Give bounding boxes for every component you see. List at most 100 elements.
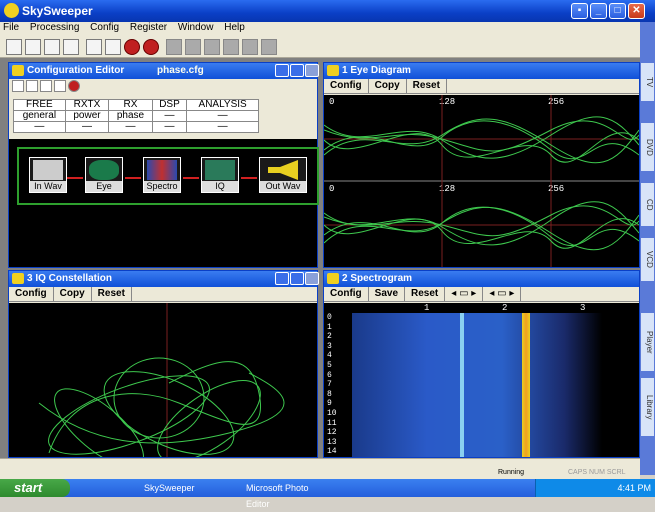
spectro-scroll-control[interactable]: ◂ ▭ ▸ bbox=[445, 287, 484, 301]
new-icon[interactable] bbox=[6, 39, 22, 55]
taskbar: start SkySweeper Microsoft Photo Editor … bbox=[0, 479, 655, 509]
side-tab-tv[interactable]: TV bbox=[640, 62, 655, 102]
spectro-xscale: 3 bbox=[580, 303, 586, 313]
minimize-button[interactable]: _ bbox=[590, 3, 607, 19]
module-phase[interactable]: phase bbox=[108, 110, 153, 122]
maximize-button[interactable]: □ bbox=[609, 3, 626, 19]
module-empty[interactable]: — bbox=[151, 110, 188, 122]
mdi-workspace: Configuration Editor phase.cfg FREE RXTX… bbox=[0, 58, 640, 458]
module-general[interactable]: general bbox=[13, 110, 66, 122]
menu-help[interactable]: Help bbox=[224, 22, 245, 33]
close-button[interactable]: ✕ bbox=[628, 3, 645, 19]
status-bar: Running CAPS NUM SCRL bbox=[0, 469, 640, 479]
block-out-wav[interactable]: Out Wav bbox=[259, 157, 307, 193]
stop-icon[interactable] bbox=[143, 39, 159, 55]
spectro-ytick: 9 bbox=[327, 399, 332, 409]
block-eye[interactable]: Eye bbox=[85, 157, 123, 193]
module-empty[interactable]: — bbox=[186, 110, 259, 122]
iq-config-button[interactable]: Config bbox=[9, 287, 54, 301]
block-iq[interactable]: IQ bbox=[201, 157, 239, 193]
block-spectro[interactable]: Spectro bbox=[143, 157, 181, 193]
cursor-icon[interactable] bbox=[105, 39, 121, 55]
window-close-button[interactable] bbox=[305, 64, 319, 77]
tray-icon-button[interactable]: ▪ bbox=[571, 3, 588, 19]
spectro-ytick: 2 bbox=[327, 332, 332, 342]
spectrogram-icon bbox=[147, 160, 177, 180]
window-close-button[interactable] bbox=[305, 272, 319, 285]
spectro-ytick: 13 bbox=[327, 437, 337, 447]
spectro-save-button[interactable]: Save bbox=[369, 287, 406, 301]
module-tab-analysis[interactable]: ANALYSIS bbox=[186, 99, 259, 111]
module-empty[interactable]: — bbox=[151, 121, 188, 133]
app-icon bbox=[4, 3, 19, 18]
window-minimize-button[interactable] bbox=[275, 64, 289, 77]
run-icon[interactable] bbox=[68, 80, 80, 92]
move-block-icon[interactable] bbox=[40, 80, 52, 92]
toolbar bbox=[0, 36, 640, 58]
config-file-name: phase.cfg bbox=[157, 65, 204, 76]
spectro-button-row: Config Save Reset ◂ ▭ ▸ ◂ ▭ ▸ bbox=[324, 287, 639, 302]
spectrogram-titlebar[interactable]: 2 Spectrogram bbox=[324, 271, 639, 287]
side-tab-cd[interactable]: CD bbox=[640, 182, 655, 227]
iq-reset-button[interactable]: Reset bbox=[92, 287, 132, 301]
module-empty[interactable]: — bbox=[108, 121, 153, 133]
window-maximize-button[interactable] bbox=[290, 64, 304, 77]
spectro-ytick: 11 bbox=[327, 418, 337, 428]
module-tab-rxtx[interactable]: RXTX bbox=[64, 99, 110, 111]
spectro-scroll-control[interactable]: ◂ ▭ ▸ bbox=[483, 287, 522, 301]
block-label: Eye bbox=[86, 181, 122, 192]
side-tab-library[interactable]: Library bbox=[640, 377, 655, 437]
config-editor-titlebar[interactable]: Configuration Editor phase.cfg bbox=[9, 63, 319, 79]
eye-diagram-titlebar[interactable]: 1 Eye Diagram bbox=[324, 63, 639, 79]
horizontal-scrollbar[interactable] bbox=[0, 458, 640, 469]
menu-file[interactable]: File bbox=[3, 22, 20, 33]
module-tab-free[interactable]: FREE bbox=[13, 99, 66, 111]
window-minimize-button[interactable] bbox=[275, 272, 289, 285]
start-button[interactable]: start bbox=[0, 479, 70, 497]
record-icon[interactable] bbox=[124, 39, 140, 55]
window-icon bbox=[12, 273, 24, 284]
module-empty[interactable]: — bbox=[186, 121, 259, 133]
task-photo-editor[interactable]: Microsoft Photo Editor bbox=[246, 483, 309, 509]
delete-block-icon[interactable] bbox=[26, 80, 38, 92]
iq-copy-button[interactable]: Copy bbox=[54, 287, 92, 301]
block-in-wav[interactable]: In Wav bbox=[29, 157, 67, 193]
spectro-ytick: 7 bbox=[327, 380, 332, 390]
side-tab-player[interactable]: Player bbox=[640, 312, 655, 372]
iq-titlebar[interactable]: 3 IQ Constellation bbox=[9, 271, 319, 287]
module-empty[interactable]: — bbox=[13, 121, 66, 133]
spectro-config-button[interactable]: Config bbox=[324, 287, 369, 301]
module-empty[interactable]: — bbox=[64, 121, 110, 133]
side-tab-vcd[interactable]: VCD bbox=[640, 237, 655, 282]
eye-diagram-title: 1 Eye Diagram bbox=[342, 65, 411, 76]
spectrogram-title: 2 Spectrogram bbox=[342, 273, 413, 284]
module-power[interactable]: power bbox=[64, 110, 110, 122]
link-icon[interactable] bbox=[54, 80, 66, 92]
spectro-reset-button[interactable]: Reset bbox=[405, 287, 446, 301]
task-skysweeper[interactable]: SkySweeper bbox=[144, 483, 195, 493]
menu-register[interactable]: Register bbox=[129, 22, 168, 33]
eye-scale-0: 0 bbox=[329, 184, 335, 194]
module-tab-rx[interactable]: RX bbox=[108, 99, 153, 111]
chain-link bbox=[183, 177, 199, 179]
config-editor-window: Configuration Editor phase.cfg FREE RXTX… bbox=[8, 62, 319, 268]
open-icon[interactable] bbox=[25, 39, 41, 55]
block-label: IQ bbox=[202, 181, 238, 192]
eye-copy-button[interactable]: Copy bbox=[369, 79, 407, 93]
menu-window[interactable]: Window bbox=[177, 22, 214, 33]
window-maximize-button[interactable] bbox=[290, 272, 304, 285]
eye-config-button[interactable]: Config bbox=[324, 79, 369, 93]
add-block-icon[interactable] bbox=[12, 80, 24, 92]
eye-reset-button[interactable]: Reset bbox=[407, 79, 447, 93]
copy-icon[interactable] bbox=[63, 39, 79, 55]
config-toolbar bbox=[9, 79, 317, 93]
save-icon[interactable] bbox=[44, 39, 60, 55]
spectro-ytick: 12 bbox=[327, 428, 337, 438]
menu-processing[interactable]: Processing bbox=[29, 22, 80, 33]
speaker-icon[interactable] bbox=[86, 39, 102, 55]
block-label: Spectro bbox=[144, 181, 180, 192]
module-tab-dsp[interactable]: DSP bbox=[151, 99, 188, 111]
side-tab-dvd[interactable]: DVD bbox=[640, 122, 655, 172]
app-title: SkySweeper bbox=[22, 4, 93, 18]
menu-config[interactable]: Config bbox=[90, 22, 120, 33]
